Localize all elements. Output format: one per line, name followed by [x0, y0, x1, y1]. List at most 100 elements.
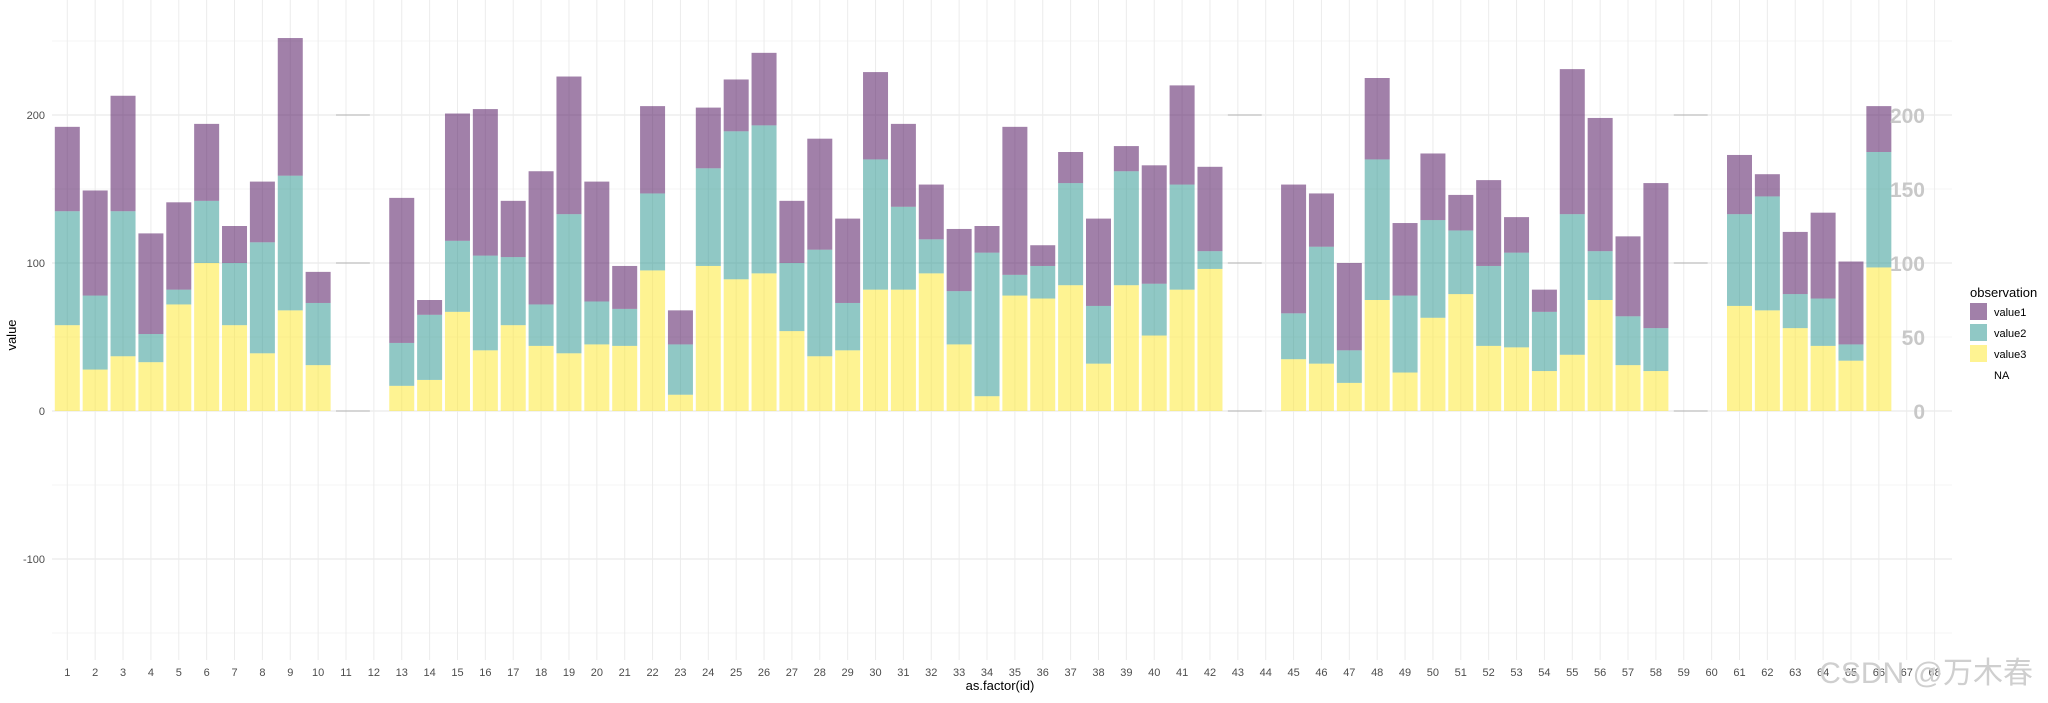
x-tick-label: 23: [674, 667, 686, 679]
x-tick-label: 40: [1148, 667, 1160, 679]
bar-value3-26: [751, 273, 777, 411]
bar-value1-22: [640, 106, 666, 194]
bar-value3-5: [166, 304, 192, 411]
bar-value2-5: [166, 289, 192, 305]
x-tick-label: 50: [1427, 667, 1439, 679]
x-tick-label: 12: [368, 667, 380, 679]
bar-value2-42: [1197, 251, 1223, 269]
x-tick-label: 9: [287, 667, 293, 679]
bar-value1-27: [779, 200, 805, 263]
bar-value3-16: [472, 350, 498, 411]
x-tick-label: 18: [535, 667, 547, 679]
x-tick-label: 58: [1650, 667, 1662, 679]
bar-value2-62: [1754, 196, 1780, 311]
bar-value1-32: [918, 184, 944, 240]
bar-value3-63: [1782, 328, 1808, 411]
bar-value1-21: [612, 265, 638, 309]
x-tick-label: 1: [64, 667, 70, 679]
bar-value2-26: [751, 125, 777, 274]
bar-value1-54: [1531, 289, 1557, 312]
y-tick-label: -100: [23, 554, 45, 566]
bar-value1-6: [194, 123, 220, 201]
bar-value2-9: [277, 175, 303, 311]
bar-value1-4: [138, 233, 164, 335]
x-tick-label: 68: [1928, 667, 1940, 679]
bar-value2-35: [1002, 274, 1028, 296]
bar-value1-39: [1113, 146, 1139, 172]
bar-value2-57: [1615, 316, 1641, 366]
inner-scale-label: 100: [1890, 253, 1925, 276]
bar-value3-46: [1308, 363, 1334, 411]
bar-value1-16: [472, 109, 498, 256]
x-tick-label: 59: [1678, 667, 1690, 679]
bar-value3-33: [946, 344, 972, 411]
bar-value1-3: [110, 95, 136, 212]
x-tick-label: 13: [396, 667, 408, 679]
bar-value1-25: [723, 79, 749, 132]
bar-value1-26: [751, 52, 777, 126]
bar-value3-49: [1392, 372, 1418, 411]
bar-value3-2: [82, 369, 108, 411]
bar-value1-46: [1308, 193, 1334, 247]
x-tick-label: 33: [953, 667, 965, 679]
x-tick-label: 54: [1538, 667, 1550, 679]
x-tick-label: 62: [1761, 667, 1773, 679]
bar-value3-20: [584, 344, 610, 411]
bar-value2-37: [1058, 183, 1084, 286]
bar-value1-34: [974, 226, 1000, 253]
bar-value2-49: [1392, 295, 1418, 373]
bar-value1-31: [890, 123, 916, 207]
bar-value1-36: [1030, 245, 1056, 266]
x-tick-label: 65: [1845, 667, 1857, 679]
bar-value3-22: [640, 270, 666, 411]
x-tick-label: 14: [423, 667, 435, 679]
bar-value2-55: [1559, 214, 1585, 355]
bar-value1-18: [528, 171, 554, 305]
x-tick-label: 5: [176, 667, 182, 679]
x-tick-label: 49: [1399, 667, 1411, 679]
watermark-text: CSDN @万木春: [1819, 657, 2033, 690]
bar-value3-64: [1810, 345, 1836, 411]
bar-value2-20: [584, 301, 610, 345]
bar-value3-38: [1085, 363, 1111, 411]
bar-value3-54: [1531, 371, 1557, 411]
bar-value3-55: [1559, 354, 1585, 411]
bar-value3-47: [1336, 382, 1362, 411]
legend-label-value3: value3: [1994, 349, 2026, 361]
x-tick-label: 53: [1510, 667, 1522, 679]
bar-value2-2: [82, 295, 108, 370]
legend-swatch-value1: [1970, 303, 1987, 320]
x-tick-label: 35: [1009, 667, 1021, 679]
inner-scale-label: 200: [1890, 105, 1925, 128]
bar-value2-23: [667, 344, 693, 395]
x-tick-label: 2: [92, 667, 98, 679]
x-tick-label: 28: [814, 667, 826, 679]
bar-value3-66: [1866, 267, 1892, 411]
y-tick-label: 200: [27, 110, 45, 122]
bar-value3-65: [1838, 360, 1864, 411]
x-tick-label: 29: [842, 667, 854, 679]
y-tick-label: 100: [27, 258, 45, 270]
bar-value2-13: [389, 342, 415, 386]
bar-value1-55: [1559, 69, 1585, 215]
bar-value2-31: [890, 206, 916, 290]
bar-value2-24: [695, 168, 721, 266]
bar-value2-64: [1810, 298, 1836, 346]
x-tick-label: 48: [1371, 667, 1383, 679]
bar-value2-18: [528, 304, 554, 346]
x-tick-label: 20: [591, 667, 603, 679]
bar-value3-18: [528, 345, 554, 411]
bar-value2-3: [110, 211, 136, 357]
x-tick-label: 25: [730, 667, 742, 679]
x-tick-label: 56: [1594, 667, 1606, 679]
x-tick-label: 17: [507, 667, 519, 679]
bar-value3-14: [417, 379, 443, 411]
legend-swatch-value3: [1970, 345, 1987, 362]
bar-value1-17: [500, 200, 526, 258]
bar-value3-13: [389, 385, 415, 411]
y-axis-title: value: [4, 319, 19, 350]
bar-value1-52: [1476, 180, 1502, 266]
x-tick-label: 60: [1706, 667, 1718, 679]
bar-value3-58: [1643, 371, 1669, 411]
x-tick-label: 44: [1260, 667, 1272, 679]
